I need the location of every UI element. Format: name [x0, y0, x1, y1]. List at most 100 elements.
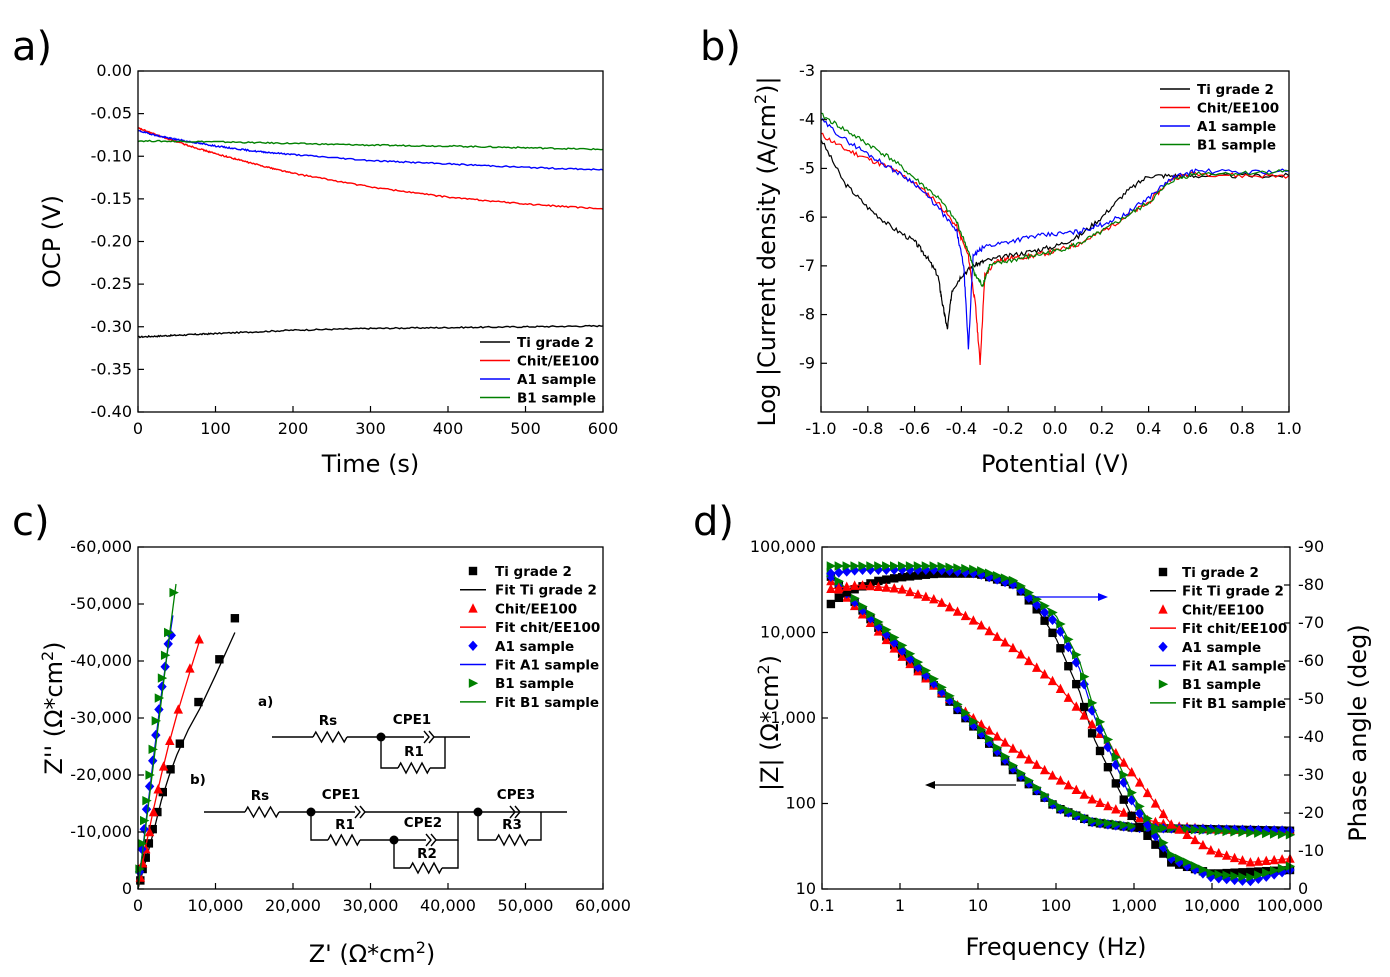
circuit-a-r1-label: R1	[404, 744, 424, 760]
y-tick-c-1-label: -10,000	[70, 822, 132, 841]
bode-phase-point-chit-ee100	[1229, 852, 1240, 863]
bode-phase-point-a1-sample	[1174, 857, 1184, 868]
bode-phase-point-chit-ee100	[1039, 669, 1050, 679]
bode-phase-point-b1-sample	[1008, 575, 1019, 586]
y-axis-label-b-sup: 2	[751, 94, 770, 104]
bode-phase-point-b1-sample	[1103, 734, 1114, 745]
bode-phase-point-chit-ee100	[1119, 757, 1129, 767]
legend-c-5-label: Fit A1 sample	[495, 658, 599, 674]
y-tick-a-2-label: -0.10	[91, 146, 132, 165]
circuit-b-r1-label: R1	[335, 817, 355, 833]
bode-phase-point-b1-sample	[945, 562, 955, 572]
bode-phase-point-chit-ee100	[1016, 649, 1026, 659]
y-tick-c-3-label: -30,000	[70, 708, 132, 727]
bode-phase-point-a1-sample	[1119, 777, 1129, 788]
y-tick-c-4-label: -40,000	[70, 651, 132, 670]
bode-z-point-chit-ee100	[889, 643, 899, 653]
y-tick-b-6-label: -9	[799, 353, 815, 372]
bode-phase-point-a1-sample	[1134, 808, 1145, 819]
bode-phase-point-a1-sample	[1024, 592, 1034, 603]
bode-phase-point-ti-grade-2	[890, 574, 899, 583]
bode-z-point-b1-sample	[937, 682, 947, 693]
bode-phase-point-a1-sample	[905, 564, 915, 575]
y-tick-d-3-label: 10,000	[760, 623, 816, 642]
bode-phase-point-b1-sample	[1277, 863, 1288, 874]
legend-d-2-swatch	[1158, 604, 1168, 614]
circuit-b-wire-9	[477, 812, 496, 841]
bode-phase-point-chit-ee100	[1261, 855, 1271, 866]
bode-phase-point-chit-ee100	[1269, 854, 1279, 865]
nyquist-point-chit-ee100	[194, 634, 204, 644]
bode-phase-point-b1-sample	[977, 566, 987, 576]
bode-phase-point-b1-sample	[826, 561, 837, 571]
bode-z-point-b1-sample	[1087, 816, 1098, 826]
bode-z-point-chit-ee100	[992, 731, 1002, 741]
bode-z-point-chit-ee100	[984, 725, 994, 735]
legend-d-4-swatch	[1158, 641, 1168, 652]
panel-c: c) 0 10,000 20,000 30,000 40,000 50,000 60,000 0…	[12, 499, 631, 968]
bode-phase-point-b1-sample	[1238, 872, 1248, 882]
bode-phase-point-b1-sample	[1222, 870, 1232, 880]
y-tick-b-4-label: -7	[799, 256, 815, 275]
bode-z-point-b1-sample	[897, 640, 908, 651]
bode-phase-point-b1-sample	[850, 561, 860, 571]
panel-label-c: c)	[12, 499, 50, 545]
bode-phase-point-a1-sample	[937, 565, 947, 576]
bode-z-point-b1-sample	[890, 632, 900, 643]
bode-z-point-a1-sample	[960, 711, 971, 723]
bode-phase-point-a1-sample	[1245, 875, 1256, 887]
x-axis-label-c-part: Z' (	[309, 940, 349, 968]
bode-phase-point-a1-sample	[881, 564, 891, 575]
bode-phase-point-b1-sample	[1190, 861, 1201, 871]
bode-phase-point-a1-sample	[834, 567, 844, 578]
bode-phase-point-chit-ee100	[921, 591, 931, 601]
bode-phase-point-a1-sample	[1031, 599, 1042, 611]
nyquist-fit-fit-b1-sample	[137, 583, 177, 890]
bode-phase-point-chit-ee100	[1024, 655, 1034, 666]
bode-phase-point-chit-ee100	[1253, 856, 1264, 866]
x-axis-label-d: Frequency (Hz)	[966, 933, 1147, 961]
circuit-b-wire-8	[442, 840, 459, 869]
bode-z-point-chit-ee100	[1031, 759, 1042, 769]
bode-phase-point-a1-sample	[1198, 868, 1208, 879]
y-axis-label-c-part: *cm	[40, 661, 68, 710]
bode-z-point-chit-ee100	[1079, 789, 1089, 799]
bode-z-point-b1-sample	[1064, 805, 1074, 816]
bode-z-point-a1-sample	[889, 637, 899, 648]
y2-tick-d-2-label: -20	[1298, 803, 1324, 822]
nyquist-point-b1-sample	[142, 795, 152, 806]
y-axis-label-c-part: )	[40, 641, 68, 650]
y-axis-label-c-part: 2	[38, 651, 57, 661]
bode-phase-point-b1-sample	[1174, 853, 1185, 864]
x-tick-d-0-label: 0.1	[809, 896, 834, 915]
legend-c-4-label: A1 sample	[495, 639, 574, 655]
x-tick-d-3-label: 100	[1041, 896, 1072, 915]
bode-z-point-a1-sample	[984, 737, 994, 748]
bode-z-point-a1-sample	[1269, 825, 1279, 836]
circuit-a-wire-4	[380, 737, 398, 769]
polarization-curve-a1-sample	[820, 117, 1290, 350]
bode-phase-point-a1-sample	[842, 566, 852, 577]
legend-c-2-swatch	[468, 603, 478, 613]
x-axis-label-c-part: 2	[416, 938, 426, 957]
nyquist-point-ti-grade-2	[148, 824, 157, 834]
x-axis-label-a: Time (s)	[321, 450, 420, 478]
y-axis-label-d-part: )	[756, 655, 784, 664]
bode-phase-point-chit-ee100	[952, 606, 963, 616]
y-tick-b-1-label: -4	[799, 110, 815, 129]
circuit-a-label: a)	[258, 694, 273, 710]
bode-phase-point-a1-sample	[1166, 853, 1176, 864]
bode-z-point-b1-sample	[1103, 818, 1114, 828]
circuit-a-rs	[312, 730, 348, 744]
bode-phase-point-b1-sample	[1064, 634, 1074, 645]
y-tick-d-4-label: 100,000	[750, 537, 816, 556]
panel-d: d) 0.1 1 10 100 1,000 10,000 100,000 10 100 1,000 1…	[693, 499, 1372, 961]
bode-z-point-b1-sample	[977, 725, 987, 735]
bode-phase-point-chit-ee100	[1008, 642, 1018, 653]
bode-phase-point-b1-sample	[921, 561, 932, 571]
impedance-arrow-head	[925, 781, 935, 789]
bode-phase-point-ti-grade-2	[826, 599, 836, 609]
legend-c-0-swatch	[468, 566, 478, 576]
circuit-b-r3-label: R3	[502, 817, 522, 833]
bode-z-point-b1-sample	[1032, 783, 1042, 793]
